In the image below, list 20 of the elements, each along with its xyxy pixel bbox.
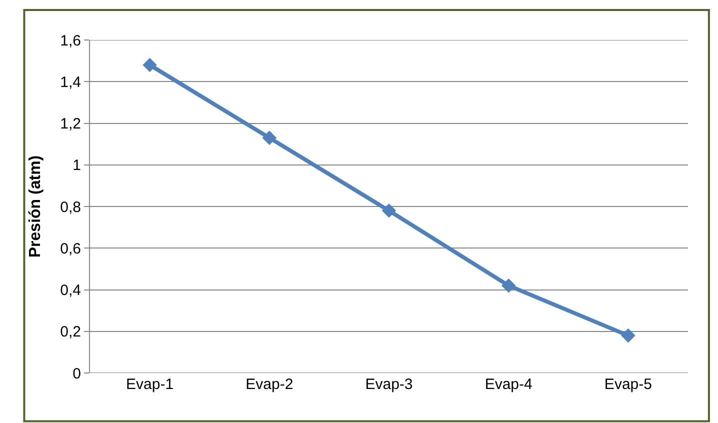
y-tick-label: 1,2 xyxy=(60,116,81,132)
x-tick-label: Evap-5 xyxy=(604,376,652,393)
y-tick-label: 1,6 xyxy=(60,32,81,50)
x-tick-label: Evap-2 xyxy=(246,376,294,393)
y-tick-label: 1 xyxy=(72,157,81,174)
x-tick-label: Evap-4 xyxy=(484,376,532,393)
point xyxy=(382,204,396,218)
point xyxy=(501,278,516,293)
y-tick-label: 0,8 xyxy=(60,198,81,216)
y-tick-label: 0,4 xyxy=(60,282,81,299)
point xyxy=(262,130,277,145)
y-axis-title: Presión (atm) xyxy=(27,155,44,258)
point xyxy=(142,58,157,72)
x-tick-label: Evap-1 xyxy=(126,376,174,393)
y-tick-label: 0 xyxy=(72,365,81,382)
y-tick-label: 0,2 xyxy=(60,324,81,341)
y-tick-label: 0,6 xyxy=(60,240,81,258)
y-tick-label: 1,4 xyxy=(60,74,81,91)
point xyxy=(621,328,636,343)
x-tick-label: Evap-3 xyxy=(365,376,413,393)
